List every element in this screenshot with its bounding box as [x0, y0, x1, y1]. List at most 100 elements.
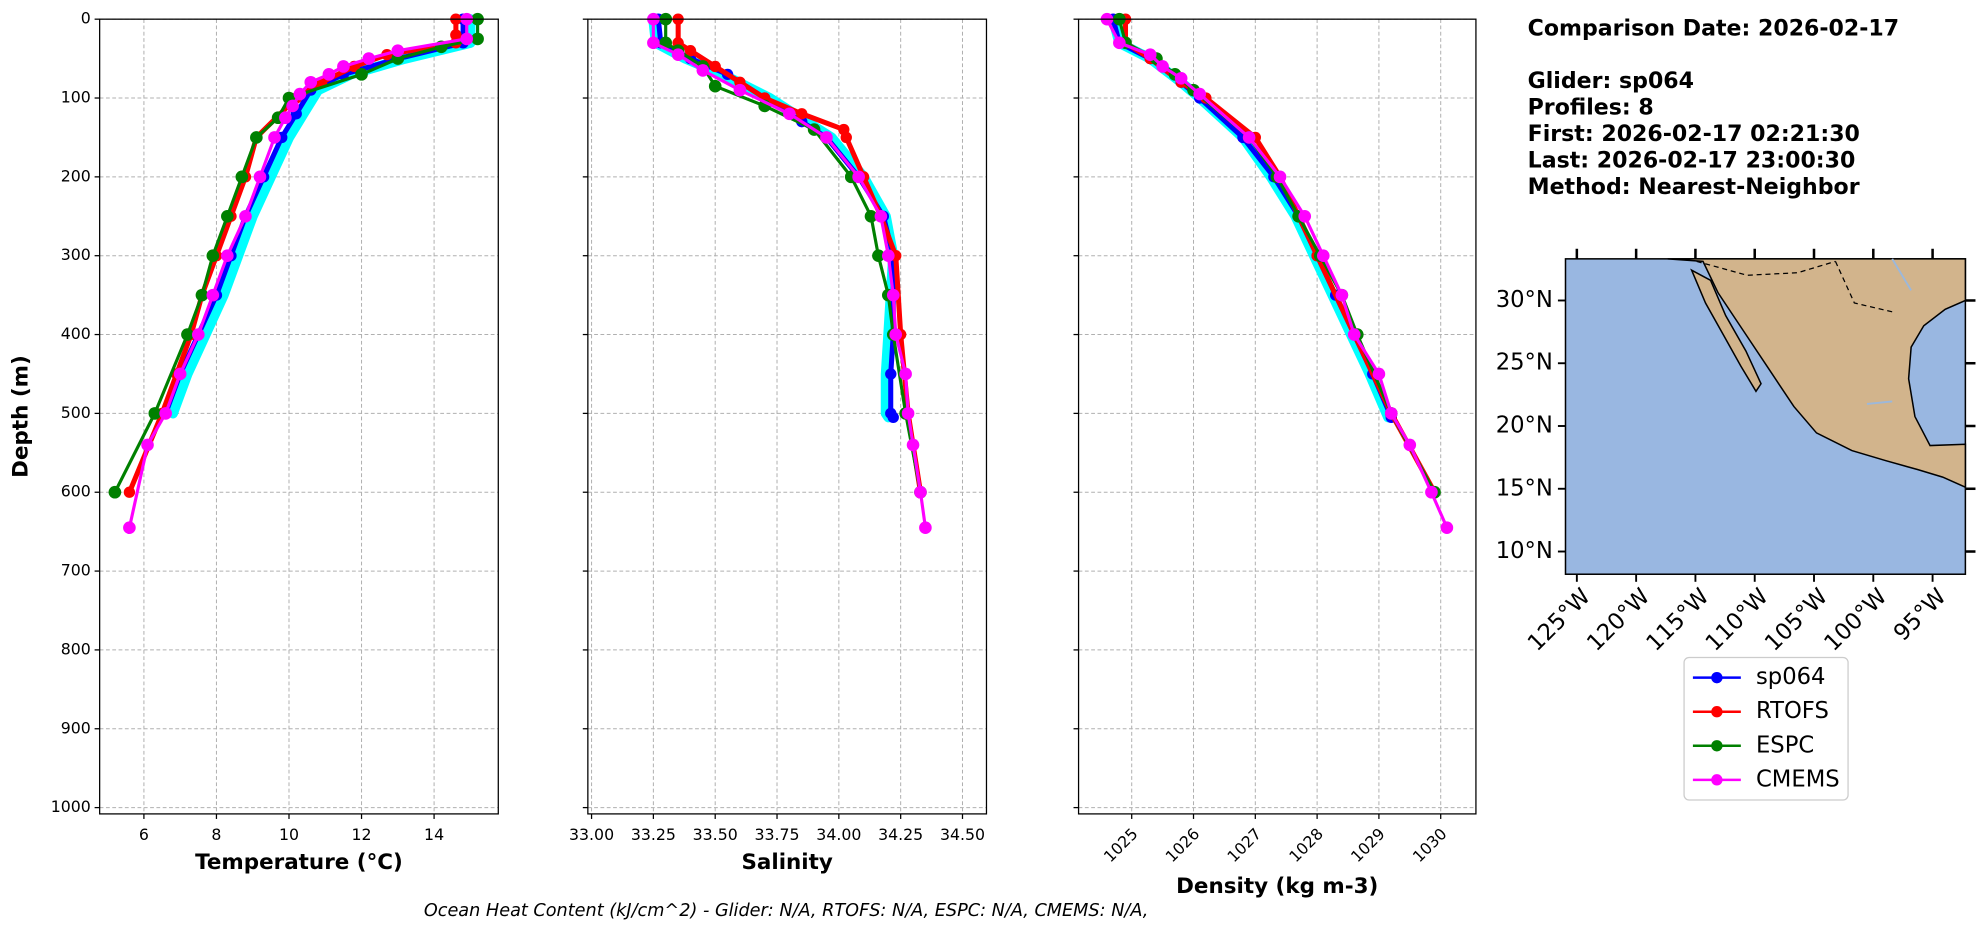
x-tick-label: 8: [211, 825, 221, 844]
lon-tick-label: 105°W: [1760, 584, 1833, 657]
series-point: [872, 249, 885, 263]
series-point: [322, 68, 336, 81]
series-point: [391, 44, 405, 58]
y-tick-label: 0: [81, 9, 91, 28]
series-point: [221, 249, 234, 263]
y-tick-label: 700: [61, 561, 91, 580]
series-point: [195, 288, 209, 302]
lat-tick-label: 30°N: [1496, 287, 1553, 313]
series-point: [783, 107, 796, 121]
series-point: [885, 368, 897, 380]
info-line: First: 2026-02-17 02:21:30: [1528, 122, 1860, 147]
series-line: [126, 16, 459, 495]
series-point: [1143, 48, 1157, 61]
series-line: [655, 16, 896, 420]
info-line: Method: Nearest-Neighbor: [1528, 175, 1860, 200]
series-point: [820, 131, 833, 144]
info-line: Last: 2026-02-17 23:00:30: [1528, 149, 1856, 174]
series-point: [206, 249, 220, 263]
y-tick-label: 300: [61, 245, 91, 264]
series-point: [181, 328, 194, 341]
series-point: [293, 87, 307, 101]
series-point: [1273, 170, 1287, 184]
legend-box: [1683, 656, 1849, 801]
series-point: [889, 328, 903, 341]
series-point: [253, 170, 267, 184]
x-tick-label: 33.75: [754, 825, 799, 844]
lon-tick-label: 110°W: [1701, 584, 1774, 657]
series-point: [355, 68, 368, 81]
series-point: [1113, 36, 1126, 50]
series-point: [1403, 438, 1417, 452]
series-point: [1372, 367, 1386, 381]
x-tick-label: 1026: [1162, 824, 1204, 866]
series-point: [1347, 328, 1361, 341]
series-point: [1242, 131, 1256, 144]
series-point: [840, 131, 852, 144]
x-tick-label: 34.25: [878, 825, 923, 844]
x-tick-label: 1030: [1409, 824, 1451, 866]
x-tick-label: 33.50: [693, 825, 738, 844]
x-tick-label: 6: [139, 825, 149, 844]
series-point: [671, 48, 685, 61]
series-point: [239, 209, 252, 223]
x-axis-label: Temperature (°C): [195, 850, 403, 875]
info-line: Glider: sp064: [1528, 69, 1694, 94]
series-point: [1384, 407, 1398, 420]
series-line: [1110, 16, 1394, 420]
info-line: Comparison Date: 2026-02-17: [1528, 16, 1899, 41]
lat-tick-label: 15°N: [1496, 475, 1553, 501]
y-axis-label: Depth (m): [8, 355, 33, 478]
series-point: [337, 60, 350, 73]
legend-label: sp064: [1756, 664, 1826, 690]
y-tick-label: 800: [61, 639, 91, 658]
y-tick-label: 600: [61, 482, 91, 501]
x-tick-label: 33.25: [631, 825, 676, 844]
series-point: [1193, 87, 1206, 101]
map-border: [1696, 260, 1893, 313]
legend-marker: [1711, 740, 1723, 752]
y-tick-label: 100: [61, 88, 91, 107]
series-line: [648, 14, 899, 423]
series-line: [1105, 17, 1449, 530]
series-point: [268, 131, 281, 144]
plot-frame: [587, 18, 988, 815]
series-point: [159, 407, 172, 420]
y-tick-label: 200: [61, 166, 91, 185]
series-point: [796, 108, 808, 120]
series-point: [709, 60, 721, 73]
series-point: [864, 209, 878, 223]
series-point: [1440, 521, 1454, 535]
x-tick-label: 34.00: [816, 825, 861, 844]
y-tick-label: 1000: [51, 797, 91, 816]
lon-tick-label: 100°W: [1819, 584, 1892, 657]
plot-frame: [99, 18, 499, 815]
lat-tick-label: 10°N: [1496, 538, 1553, 564]
map-land: [1690, 268, 1762, 393]
x-axis-label: Salinity: [741, 850, 832, 875]
series-point: [1174, 71, 1188, 85]
series-point: [733, 83, 747, 97]
series-point: [899, 367, 912, 381]
series-point: [279, 111, 292, 125]
x-tick-label: 1027: [1223, 824, 1265, 866]
lon-tick-label: 120°W: [1582, 584, 1655, 657]
series-point: [141, 438, 154, 452]
series-point: [235, 170, 249, 184]
series-point: [123, 521, 136, 535]
series-point: [1316, 249, 1330, 263]
series-point: [684, 45, 697, 57]
series-point: [362, 52, 376, 65]
x-axis-label: Density (kg m-3): [1176, 874, 1378, 899]
series-point: [647, 36, 660, 50]
series-point: [1156, 60, 1169, 73]
legend-marker: [1711, 774, 1723, 786]
lon-tick-label: 125°W: [1523, 584, 1596, 657]
lat-tick-label: 20°N: [1496, 413, 1553, 439]
series-point: [173, 367, 187, 381]
legend-marker: [1711, 706, 1723, 718]
series-point: [906, 438, 920, 452]
lon-tick-label: 95°W: [1889, 584, 1952, 647]
